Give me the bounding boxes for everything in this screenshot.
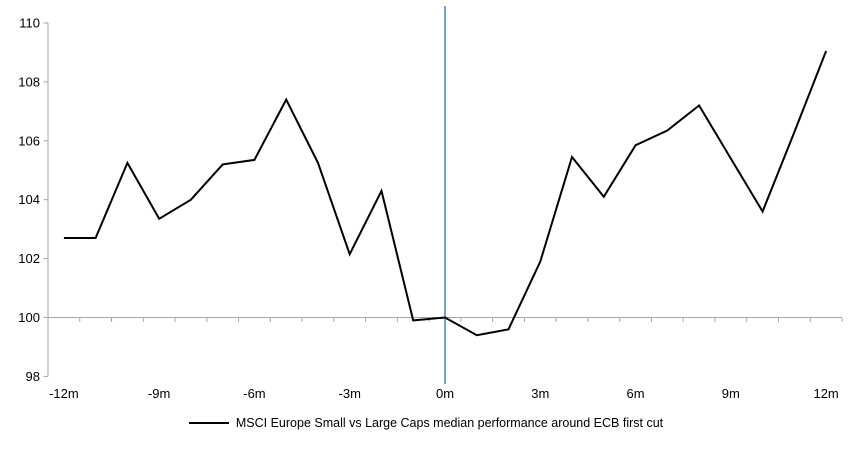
x-axis: -12m -9m -6m -3m 0m 3m 6m 9m 12m [47,317,843,401]
x-tick-label: -3m [339,386,361,401]
x-tick-label: 9m [722,386,740,401]
legend-label: MSCI Europe Small vs Large Caps median p… [235,416,664,430]
x-tick-label: 3m [531,386,549,401]
y-tick-label: 98 [26,369,40,384]
x-tick-label: -12m [49,386,79,401]
legend-line-swatch [188,422,229,424]
x-tick-label: 12m [813,386,838,401]
y-axis: 110 108 106 104 102 100 98 [18,16,49,384]
x-tick-label: 0m [436,386,454,401]
legend: MSCI Europe Small vs Large Caps median p… [0,416,852,430]
y-tick-label: 102 [18,251,40,266]
series-line-group [63,50,828,337]
y-tick-label: 100 [18,310,40,325]
x-tick-label: 6m [627,386,645,401]
series-line [63,50,828,337]
y-tick-label: 104 [18,192,40,207]
y-tick-label: 108 [18,74,40,89]
x-tick-label: -9m [148,386,170,401]
y-tick-label: 110 [19,16,40,31]
x-tick-label: -6m [243,386,265,401]
y-tick-label: 106 [18,133,40,148]
